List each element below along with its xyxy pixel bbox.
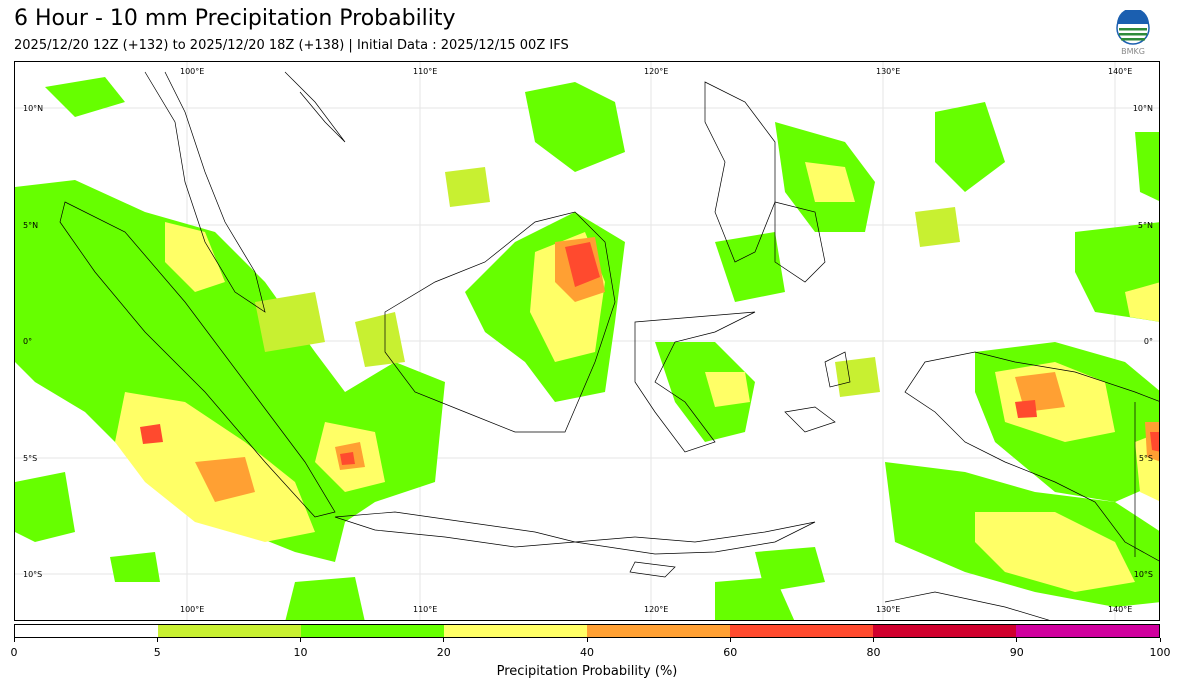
lat-label: 5°N [23,221,38,230]
legend-color-segment [301,625,444,637]
lon-label: 110°E [413,605,437,614]
lon-label: 110°E [413,67,437,76]
lon-label: 130°E [876,67,900,76]
legend-tick-label: 40 [580,646,594,659]
legend-tick-mark [300,638,301,642]
lon-label: 120°E [644,605,668,614]
legend-tick-label: 0 [10,646,18,659]
bmkg-logo-icon: BMKG [1113,8,1153,56]
lon-labels-bottom: 100°E 110°E 120°E 130°E 140°E [180,605,1132,614]
legend-tick-mark [873,638,874,642]
legend-title: Precipitation Probability (%) [496,664,678,679]
lon-label: 120°E [644,67,668,76]
lat-label: 5°N [1138,221,1153,230]
legend-color-segment [1016,625,1159,637]
precipitation-map: 100°E 110°E 120°E 130°E 140°E 100°E 110°… [14,61,1160,621]
legend-tick-label: 20 [436,646,451,659]
legend-tick-mark [586,638,588,642]
map-title: 6 Hour - 10 mm Precipitation Probability [14,6,456,31]
lat-label: 10°S [1134,570,1153,579]
lat-labels-left: 10°N 5°N 0° 5°S 10°S [23,104,43,579]
lon-labels-top: 100°E 110°E 120°E 130°E 140°E [180,67,1132,76]
precip-5-10-field [255,167,960,397]
lat-label: 5°S [1139,454,1153,463]
legend-tick-label: 80 [866,646,881,659]
lat-label: 5°S [23,454,37,463]
lat-label: 10°N [23,104,43,113]
lat-label: 10°N [1133,104,1153,113]
precip-60-80-field [140,242,1159,465]
legend-tick-mark [729,638,731,642]
lat-label: 0° [23,337,32,346]
legend-tick-label: 100 [1149,646,1171,659]
map-subtitle: 2025/12/20 12Z (+132) to 2025/12/20 18Z … [14,38,569,53]
legend-color-segment [873,625,1016,637]
legend-tick-mark [156,638,158,642]
legend-tick-label: 60 [723,646,738,659]
legend-tick-label: 5 [153,646,161,659]
legend-tick-mark [1159,638,1161,642]
legend-tick-mark [13,638,15,642]
legend-tick-label: 10 [293,646,308,659]
lon-label: 140°E [1108,605,1132,614]
coastlines [59,71,1159,620]
legend-color-segment [15,625,158,637]
lon-label: 100°E [180,605,204,614]
legend-tick-mark [1016,638,1018,642]
legend-color-segment [158,625,301,637]
lat-label: 0° [1144,337,1153,346]
logo-text: BMKG [1121,47,1145,56]
lat-label: 10°S [23,570,42,579]
lon-label: 140°E [1108,67,1132,76]
legend-color-segment [587,625,730,637]
legend-tick-label: 90 [1009,646,1024,659]
legend-tick-mark [443,638,445,642]
legend-color-segment [444,625,587,637]
legend-colorbar [14,624,1160,638]
legend-color-segment [730,625,873,637]
lat-labels-right: 10°N 5°N 0° 5°S 10°S [1133,104,1153,579]
lon-label: 130°E [876,605,900,614]
lon-label: 100°E [180,67,204,76]
